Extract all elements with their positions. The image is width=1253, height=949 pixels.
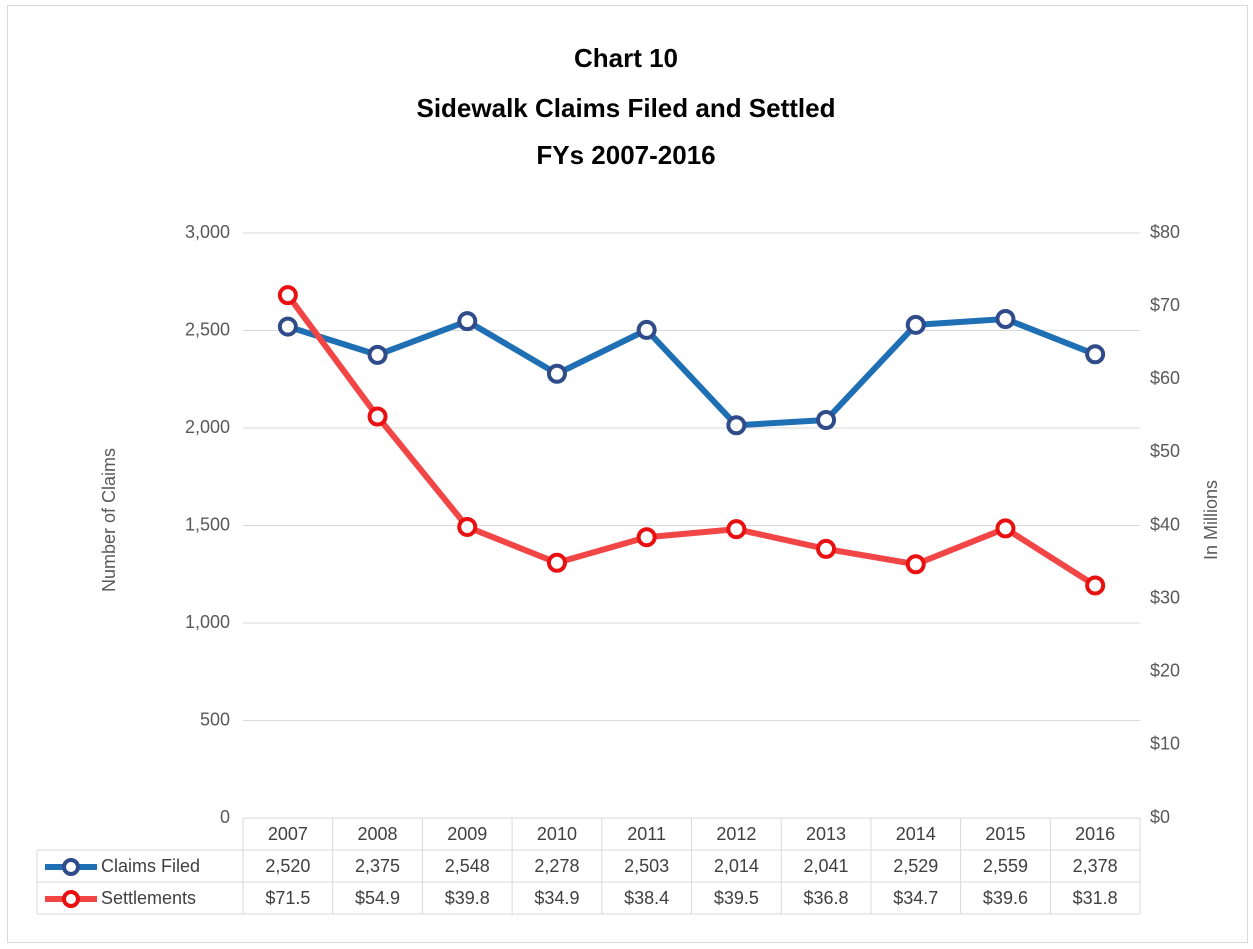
marker (905, 554, 926, 575)
table-value: $39.5 (714, 888, 759, 908)
marker (905, 314, 926, 335)
x-tick-label: 2014 (896, 824, 936, 844)
marker (546, 363, 567, 384)
marker (636, 319, 657, 340)
marker (546, 552, 567, 573)
x-tick-label: 2016 (1075, 824, 1115, 844)
y-tick-label: 2,000 (185, 417, 230, 437)
table-value: 2,278 (534, 856, 579, 876)
y-tick-label: 1,000 (185, 612, 230, 632)
marker (726, 415, 747, 436)
y-tick-label: 3,000 (185, 222, 230, 242)
table-value: 2,529 (893, 856, 938, 876)
marker (726, 519, 747, 540)
x-tick-label: 2013 (806, 824, 846, 844)
legend-marker (62, 858, 80, 876)
table-value: $34.9 (534, 888, 579, 908)
y-axis-label: Number of Claims (99, 448, 119, 592)
x-tick-label: 2015 (985, 824, 1025, 844)
y2-tick-label: $60 (1150, 368, 1180, 388)
y2-tick-label: $20 (1150, 661, 1180, 681)
y-tick-label: 2,500 (185, 319, 230, 339)
marker (457, 516, 478, 537)
legend-label: Claims Filed (101, 856, 200, 876)
y-tick-label: 0 (220, 807, 230, 827)
x-tick-label: 2011 (627, 824, 666, 844)
table-value: $38.4 (624, 888, 669, 908)
marker (367, 406, 388, 427)
y-tick-label: 500 (200, 709, 230, 729)
y2-tick-label: $40 (1150, 514, 1180, 534)
marker (367, 344, 388, 365)
marker (277, 316, 298, 337)
series-line (286, 315, 1097, 429)
x-tick-label: 2008 (358, 824, 398, 844)
chart-border (7, 5, 1248, 943)
y2-tick-label: $30 (1150, 587, 1180, 607)
marker (995, 308, 1016, 329)
table-value: $39.6 (983, 888, 1028, 908)
table-value: $71.5 (265, 888, 310, 908)
table-value: $39.8 (445, 888, 490, 908)
table-value: 2,041 (804, 856, 849, 876)
table-value: 2,559 (983, 856, 1028, 876)
x-tick-label: 2009 (447, 824, 487, 844)
table-value: $31.8 (1073, 888, 1118, 908)
legend-marker (62, 890, 80, 908)
marker (816, 410, 837, 431)
series-line (285, 293, 1097, 588)
chart-title: Sidewalk Claims Filed and Settled (416, 93, 835, 123)
table-value: $34.7 (893, 888, 938, 908)
y2-axis-label: In Millions (1201, 480, 1221, 560)
x-tick-label: 2010 (537, 824, 577, 844)
marker (995, 518, 1016, 539)
table-value: 2,375 (355, 856, 400, 876)
x-tick-label: 2007 (268, 824, 308, 844)
y2-tick-label: $80 (1150, 222, 1180, 242)
legend-label: Settlements (101, 888, 196, 908)
chart-title: FYs 2007-2016 (536, 140, 715, 170)
marker (636, 527, 657, 548)
table-value: 2,520 (265, 856, 310, 876)
marker (457, 311, 478, 332)
chart-title: Chart 10 (574, 43, 678, 73)
y2-tick-label: $50 (1150, 441, 1180, 461)
y-tick-label: 1,500 (185, 514, 230, 534)
table-value: 2,548 (445, 856, 490, 876)
x-tick-label: 2012 (716, 824, 756, 844)
marker (816, 538, 837, 559)
marker (277, 285, 298, 306)
marker (1085, 575, 1106, 596)
table-value: 2,014 (714, 856, 759, 876)
table-value: $54.9 (355, 888, 400, 908)
table-value: $36.8 (804, 888, 849, 908)
marker (1085, 344, 1106, 365)
table-value: 2,503 (624, 856, 669, 876)
y2-tick-label: $0 (1150, 807, 1170, 827)
table-value: 2,378 (1073, 856, 1118, 876)
y2-tick-label: $10 (1150, 734, 1180, 754)
y2-tick-label: $70 (1150, 295, 1180, 315)
